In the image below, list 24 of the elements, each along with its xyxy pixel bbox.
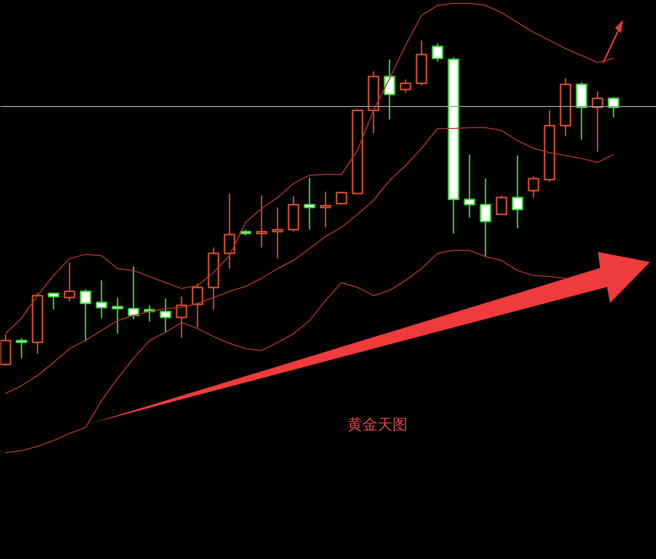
- candlestick: [576, 82, 588, 140]
- candlestick: [272, 206, 284, 260]
- text: 黄金天图: [348, 416, 408, 434]
- candlestick: [320, 190, 332, 228]
- candlestick: [256, 194, 268, 248]
- candlestick: [496, 194, 508, 216]
- candlestick: [192, 282, 204, 328]
- candlestick: [336, 190, 348, 206]
- candlestick: [16, 338, 28, 359]
- candlestick: [512, 154, 524, 229]
- candlestick: [96, 280, 108, 319]
- candlestick: [464, 154, 476, 218]
- candlestick: [176, 296, 188, 338]
- candlestick: [400, 78, 412, 94]
- candlestick: [224, 192, 236, 270]
- candlestick: [432, 42, 444, 62]
- candlestick: [480, 178, 492, 258]
- candlestick: [160, 298, 172, 333]
- candlestick: [80, 288, 92, 342]
- candlestick: [304, 176, 316, 230]
- candlestick: [64, 262, 76, 302]
- candlestick: [48, 292, 60, 310]
- candlestick: [528, 176, 540, 198]
- candlestick: [112, 296, 124, 334]
